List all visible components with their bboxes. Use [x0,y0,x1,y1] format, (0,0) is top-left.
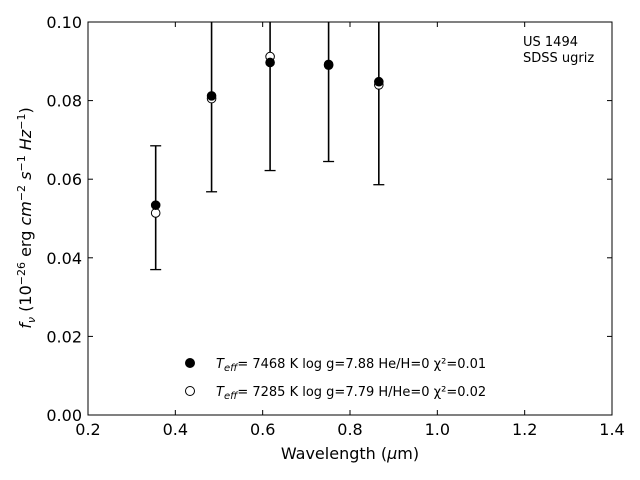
x-tick-label: 1.4 [599,420,624,439]
y-tick-label: 0.08 [46,92,82,111]
y-tick-label: 0.10 [46,13,82,32]
legend-entry-1: Teff= 7468 K log g=7.88 He/H=0 χ²=0.01 [216,357,486,374]
y-axis-label: fν (10−26 erg cm−2 s−1 Hz−1) [15,107,38,328]
data-point-filled [265,57,275,68]
data-point-filled [323,59,334,70]
data-point-filled [206,91,217,101]
y-tick-label: 0.04 [46,249,82,268]
x-tick-label: 0.4 [163,420,188,439]
y-tick-label: 0.00 [46,406,82,425]
legend-entry-1-text: = 7468 K log g=7.88 He/H=0 χ²=0.01 [237,357,486,372]
x-axis-label: Wavelength (μm) [281,444,419,463]
error-bars-group [150,22,385,271]
legend-marker-filled [185,358,195,368]
legend-entry-2: Teff= 7285 K log g=7.79 H/He=0 χ²=0.02 [216,385,486,402]
legend-marker-open [185,386,195,396]
x-tick-label: 0.2 [75,420,100,439]
legend: Teff= 7468 K log g=7.88 He/H=0 χ²=0.01 T… [185,357,486,402]
y-tick-label: 0.06 [46,170,82,189]
x-tick-label: 1.2 [512,420,537,439]
x-tick-label: 1.0 [425,420,450,439]
legend-entry-2-text: = 7285 K log g=7.79 H/He=0 χ²=0.02 [237,385,486,400]
ticks-group: 0.2 0.4 0.6 0.8 1.0 1.2 1.4 0.00 0.02 0.04 0.06 0.0… [46,13,624,439]
annotation-line-2: SDSS ugriz [523,51,594,66]
data-point-filled [374,76,384,87]
annotation-line-1: US 1494 [523,35,578,50]
data-point-filled [150,200,161,210]
annotation: US 1494 SDSS ugriz [523,35,594,66]
x-tick-label: 0.8 [337,420,362,439]
y-tick-label: 0.02 [46,327,82,346]
data-point-open [150,208,161,218]
x-tick-label: 0.6 [250,420,275,439]
markers-group [150,51,384,218]
